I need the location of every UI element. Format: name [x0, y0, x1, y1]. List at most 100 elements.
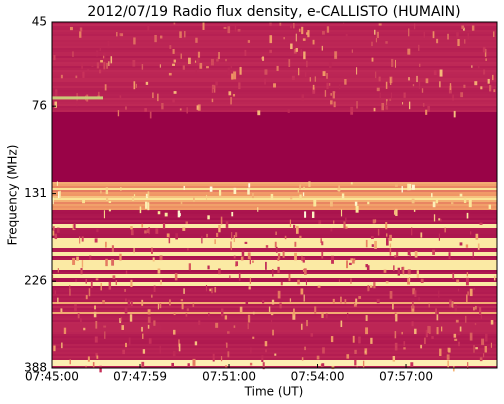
- spectrogram-speckle: [321, 251, 324, 259]
- spectrogram-speckle: [394, 330, 397, 339]
- spectrogram-speckle: [133, 37, 136, 45]
- spectrogram-row: [52, 232, 497, 234]
- spectrogram-speckle: [147, 309, 151, 315]
- spectrogram-speckle: [196, 105, 199, 110]
- spectrogram-speckle: [75, 75, 78, 79]
- spectrogram-speckle: [459, 193, 463, 197]
- chart-title: 2012/07/19 Radio flux density, e-CALLIST…: [87, 4, 460, 20]
- spectrogram-speckle: [225, 221, 229, 228]
- spectrogram-row: [52, 256, 497, 258]
- spectrogram-speckle: [418, 297, 420, 301]
- spectrogram-speckle: [465, 315, 467, 323]
- spectrogram-row: [52, 190, 497, 192]
- spectrogram-speckle: [105, 258, 108, 267]
- spectrogram-speckle: [182, 227, 186, 231]
- spectrogram-row: [52, 188, 497, 190]
- spectrogram-row: [52, 70, 497, 72]
- spectrogram-speckle: [270, 312, 274, 316]
- spectrogram-speckle: [265, 261, 267, 270]
- spectrogram-speckle: [321, 312, 324, 319]
- spectrogram-row: [52, 328, 497, 330]
- spectrogram-row: [52, 228, 497, 230]
- spectrogram-speckle: [220, 216, 223, 225]
- spectrogram-row: [52, 22, 497, 24]
- spectrogram-speckle: [102, 55, 105, 59]
- spectrogram-speckle: [407, 269, 411, 275]
- spectrogram-speckle: [378, 76, 381, 82]
- spectrogram-speckle: [218, 224, 221, 233]
- spectrogram-speckle: [275, 246, 278, 253]
- spectrogram-speckle: [345, 226, 348, 229]
- spectrogram-speckle: [334, 91, 336, 94]
- spectrogram-speckle: [147, 324, 150, 329]
- y-tick-label: 45: [32, 15, 47, 29]
- spectrogram-speckle: [484, 48, 487, 57]
- spectrogram-row: [52, 68, 497, 70]
- spectrogram-speckle: [402, 266, 405, 275]
- spectrogram-speckle: [214, 85, 216, 93]
- spectrogram-speckle: [420, 278, 424, 284]
- spectrogram-row: [52, 348, 497, 350]
- spectrogram-row: [52, 304, 497, 306]
- spectrogram-row: [52, 268, 497, 270]
- spectrogram-speckle: [301, 357, 304, 361]
- spectrogram-speckle: [197, 58, 200, 65]
- spectrogram-speckle: [355, 205, 359, 213]
- spectrogram-speckle: [211, 88, 214, 93]
- spectrogram-row: [52, 342, 497, 344]
- spectrogram-speckle: [490, 342, 493, 348]
- spectrogram-speckle: [463, 84, 466, 88]
- spectrogram-row: [52, 270, 497, 272]
- spectrogram-speckle: [95, 352, 98, 357]
- spectrogram-speckle: [164, 212, 168, 217]
- spectrogram-speckle: [248, 286, 251, 290]
- spectrogram-speckle: [383, 269, 387, 273]
- spectrogram-speckle: [480, 314, 482, 319]
- spectrogram-speckle: [303, 294, 305, 302]
- y-tick-label: 76: [32, 99, 47, 113]
- spectrogram-speckle: [264, 78, 266, 85]
- spectrogram-speckle: [166, 233, 170, 238]
- spectrogram-speckle: [370, 285, 373, 288]
- spectrogram-speckle: [365, 327, 369, 335]
- spectrogram-speckle: [192, 358, 196, 366]
- spectrogram-speckle: [330, 100, 333, 105]
- spectrogram-speckle: [392, 355, 396, 362]
- spectrogram-speckle: [371, 57, 374, 62]
- spectrogram-speckle: [269, 35, 273, 44]
- spectrogram-speckle: [269, 22, 272, 26]
- spectrogram-row: [52, 222, 497, 224]
- spectrogram-speckle: [233, 255, 236, 259]
- spectrogram-speckle: [257, 207, 259, 212]
- spectrogram-speckle: [436, 311, 439, 316]
- spectrogram-speckle: [289, 219, 292, 227]
- spectrogram-speckle: [289, 298, 292, 302]
- spectrogram-speckle: [475, 305, 477, 310]
- spectrogram-speckle: [457, 331, 461, 335]
- spectrogram-speckle: [274, 241, 277, 248]
- spectrogram-speckle: [151, 294, 153, 298]
- spectrogram-speckle: [328, 62, 332, 68]
- spectrogram-row: [52, 54, 497, 56]
- spectrogram-speckle: [211, 84, 215, 90]
- spectrogram-speckle: [365, 315, 368, 321]
- spectrogram-speckle: [121, 325, 124, 330]
- spectrogram-row: [52, 360, 497, 362]
- spectrogram-speckle: [479, 222, 483, 225]
- spectrogram-speckle: [88, 288, 91, 297]
- spectrogram-speckle: [272, 329, 274, 336]
- spectrogram-speckle: [326, 82, 329, 89]
- spectrogram-speckle: [244, 49, 247, 56]
- spectrogram-speckle: [187, 363, 190, 367]
- spectrogram-speckle: [225, 58, 227, 62]
- spectrogram-speckle: [149, 111, 152, 119]
- spectrogram-row: [52, 252, 497, 254]
- spectrogram-speckle: [460, 92, 464, 98]
- spectrogram-speckle: [274, 353, 277, 356]
- spectrogram-speckle: [452, 94, 454, 101]
- spectrogram-speckle: [52, 226, 55, 231]
- spectrogram-speckle: [60, 308, 63, 313]
- spectrogram-speckle: [130, 229, 134, 236]
- spectrogram-speckle: [293, 22, 295, 29]
- spectrogram-speckle: [271, 319, 273, 325]
